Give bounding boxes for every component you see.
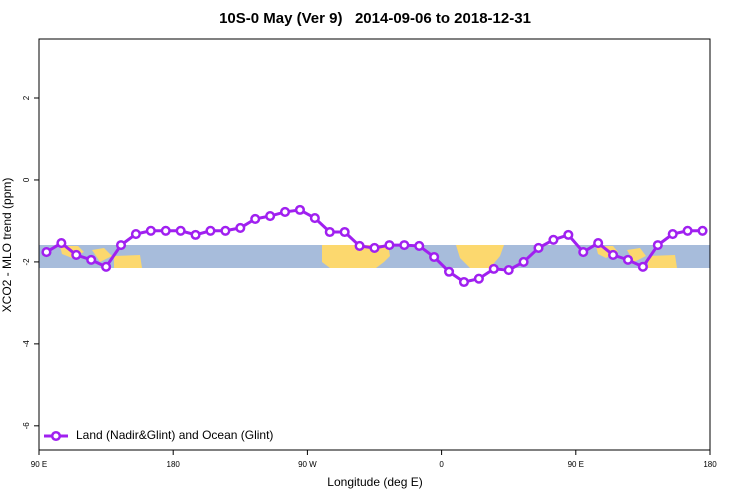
data-point xyxy=(235,222,246,233)
data-point xyxy=(250,213,261,224)
y-tick-label: 0 xyxy=(22,177,31,182)
x-tick-label: 90 W xyxy=(298,460,317,469)
x-tick-label: 180 xyxy=(167,460,181,469)
y-tick-label: -2 xyxy=(22,258,31,266)
data-point xyxy=(294,204,305,215)
y-tick-label: -6 xyxy=(22,422,31,430)
data-point xyxy=(548,234,559,245)
data-point xyxy=(279,206,291,217)
data-point xyxy=(56,238,67,249)
data-point xyxy=(309,213,320,224)
x-tick-label: 90 E xyxy=(568,460,584,469)
data-point xyxy=(667,229,678,240)
data-point xyxy=(503,265,514,276)
x-tick-label: 180 xyxy=(703,460,717,469)
data-point xyxy=(205,225,216,236)
data-point xyxy=(86,254,97,265)
legend-label: Land (Nadir&Glint) and Ocean (Glint) xyxy=(76,428,273,442)
x-tick-label: 90 E xyxy=(31,460,47,469)
data-point xyxy=(682,225,693,236)
data-point xyxy=(220,225,231,236)
data-point xyxy=(324,226,335,238)
data-point xyxy=(339,226,350,238)
data-point xyxy=(608,249,619,260)
data-point xyxy=(637,261,648,272)
x-tick-label: 0 xyxy=(439,460,444,469)
data-point xyxy=(384,240,395,251)
legend-marker xyxy=(50,430,62,442)
chart-title: 10S-0 May (Ver 9) 2014-09-06 to 2018-12-… xyxy=(219,10,531,27)
data-point xyxy=(115,240,127,251)
y-tick-label: -4 xyxy=(22,340,31,348)
data-point xyxy=(533,242,544,254)
data-point xyxy=(622,254,634,265)
data-point xyxy=(652,240,663,251)
data-point xyxy=(444,266,455,277)
data-point xyxy=(593,238,604,249)
data-point xyxy=(145,225,156,236)
data-point xyxy=(563,229,574,240)
data-point xyxy=(265,210,276,222)
plot-frame xyxy=(38,38,711,451)
data-point xyxy=(429,251,440,263)
data-point xyxy=(354,240,365,251)
data-point xyxy=(578,247,589,258)
data-point xyxy=(473,273,484,284)
data-point xyxy=(369,242,380,254)
data-point xyxy=(518,256,529,267)
data-point xyxy=(414,240,425,251)
data-point xyxy=(160,225,171,236)
data-point xyxy=(697,225,708,236)
y-axis-label: XCO2 - MLO trend (ppm) xyxy=(0,178,14,313)
data-point xyxy=(399,240,410,251)
data-point xyxy=(488,263,499,274)
data-point xyxy=(71,249,82,260)
data-point xyxy=(190,229,201,240)
data-point xyxy=(458,276,470,288)
x-axis-label: Longitude (deg E) xyxy=(327,475,422,489)
y-tick-label: 2 xyxy=(22,95,31,100)
data-point xyxy=(130,229,141,240)
data-point xyxy=(41,247,52,258)
data-point xyxy=(175,225,186,236)
data-point xyxy=(101,261,112,272)
